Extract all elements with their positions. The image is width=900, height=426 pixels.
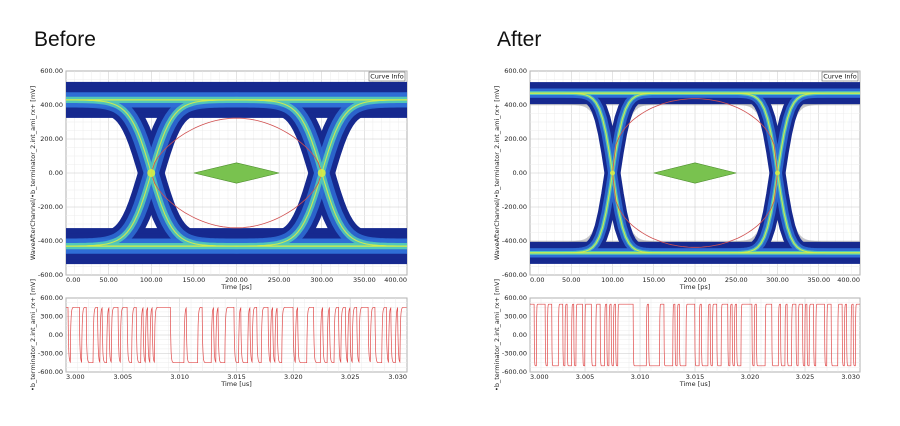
after-transient-ytick-label: 300.00 — [504, 313, 527, 321]
before-eye-ytick-label: -600.00 — [38, 271, 63, 279]
after-eye-xtick-label: 300.00 — [766, 276, 789, 284]
after-eye-chart: 0.00 50.00 100.00 150.00 200.00 250.00 300.00 3… — [493, 67, 861, 291]
after-eye-xtick-label: 200.00 — [684, 276, 707, 284]
after-eye-crossing-point — [775, 170, 780, 176]
after-transient-chart: 3.000 3.005 3.010 3.015 3.020 3.025 3.030 600.0… — [493, 279, 861, 391]
before-transient-ytick-label: 300.00 — [40, 313, 63, 321]
after-transient-xtick-label: 3.015 — [686, 373, 705, 381]
before-eye-xtick-label: 250.00 — [268, 276, 291, 284]
before-eye-transition-trace — [66, 245, 407, 247]
after-eye-y-axis-label: WaveAfterChannel/•b_terminator_2.int_ami… — [493, 86, 501, 260]
before-transient-ytick-label: 0.00 — [49, 331, 63, 339]
before-transient-xtick-label: 3.025 — [341, 373, 360, 381]
after-eye-ytick-label: -400.00 — [502, 237, 527, 245]
before-transient-ytick-label: -300.00 — [38, 350, 63, 358]
after-eye-xtick-label: 100.00 — [601, 276, 624, 284]
before-eye-x-axis-label: Time [ps] — [220, 283, 252, 291]
before-eye-crossing-point — [317, 169, 326, 177]
before-transient-traces — [66, 306, 407, 364]
before-transient-y-axis-label: •b_terminator_2.int_ami_rx+ [mV] — [29, 279, 37, 391]
before-eye-curve-info-button — [368, 71, 406, 82]
after-transient-waveform-trace — [530, 303, 860, 367]
after-eye-ytick-label: 400.00 — [504, 101, 527, 109]
after-eye-xtick-label: 50.00 — [562, 276, 581, 284]
after-eye-ytick-label: 200.00 — [504, 135, 527, 143]
after-transient-xtick-label: 3.020 — [741, 373, 760, 381]
after-eye-xtick-label: 0.00 — [530, 276, 544, 284]
before-eye-curve-info-label: Curve Info — [370, 73, 404, 81]
after-eye-curve-info-button — [821, 71, 859, 82]
after-eye-xtick-label: 350.00 — [807, 276, 830, 284]
before-eye-xtick-label: 50.00 — [99, 276, 118, 284]
before-eye-traces — [66, 81, 407, 265]
before-transient-xtick-label: 3.010 — [170, 373, 189, 381]
before-eye-eye-contour — [150, 117, 323, 174]
after-transient-ytick-label: -600.00 — [502, 368, 527, 376]
after-eye-x-axis-label: Time [ps] — [679, 283, 711, 291]
after-eye-xtick-label: 250.00 — [725, 276, 748, 284]
after-heading: After — [497, 28, 542, 51]
after-eye-traces — [530, 82, 860, 264]
after-transient-xtick-label: 3.010 — [631, 373, 650, 381]
after-transient-ytick-label: -300.00 — [502, 350, 527, 358]
before-transient-ytick-label: -600.00 — [38, 368, 63, 376]
after-transient-xtick-label: 3.005 — [576, 373, 595, 381]
before-eye-xtick-label: 400.00 — [384, 276, 407, 284]
after-transient-ytick-label: 0.00 — [513, 331, 527, 339]
before-transient-ytick-label: 600.00 — [40, 294, 63, 302]
before-eye-y-axis-label: WaveAfterChannel/•b_terminator_2.int_ami… — [29, 86, 37, 260]
before-eye-xtick-label: 350.00 — [353, 276, 376, 284]
after-eye-eye-contour — [612, 172, 778, 248]
before-eye-xtick-label: 100.00 — [140, 276, 163, 284]
after-eye-ytick-label: -600.00 — [502, 271, 527, 279]
before-transient-xtick-label: 3.005 — [114, 373, 133, 381]
after-eye-crossing-point — [610, 170, 615, 176]
before-eye-xtick-label: 150.00 — [183, 276, 206, 284]
before-eye-transition-trace — [66, 99, 407, 101]
before-eye-chart: 0.00 50.00 100.00 150.00 200.00 250.00 300.00 3… — [29, 67, 408, 291]
after-transient-y-axis-label: •b_terminator_2.int_ami_rx+ [mV] — [493, 279, 501, 391]
before-transient-xtick-label: 3.030 — [388, 373, 407, 381]
before-transient-x-axis-label: Time [us] — [220, 380, 252, 388]
after-transient-x-axis-label: Time [us] — [679, 380, 711, 388]
after-eye-ytick-label: 600.00 — [504, 67, 527, 75]
before-eye-ytick-label: 0.00 — [49, 169, 63, 177]
before-transient-xtick-label: 3.020 — [284, 373, 303, 381]
after-eye-eye-contour — [612, 98, 778, 174]
before-eye-ytick-label: -400.00 — [38, 237, 63, 245]
before-eye-xtick-label: 0.00 — [66, 276, 80, 284]
before-transient-xtick-label: 3.015 — [227, 373, 246, 381]
before-transient-xtick-label: 3.000 — [66, 373, 85, 381]
after-eye-ytick-label: -200.00 — [502, 203, 527, 211]
before-eye-ytick-label: 600.00 — [40, 67, 63, 75]
after-transient-xtick-label: 3.000 — [530, 373, 549, 381]
before-eye-ytick-label: 200.00 — [40, 135, 63, 143]
after-transient-ytick-label: 600.00 — [504, 294, 527, 302]
after-eye-transition-trace — [530, 92, 860, 94]
after-transient-xtick-label: 3.025 — [796, 373, 815, 381]
after-eye-xtick-label: 150.00 — [642, 276, 665, 284]
before-eye-eye-mask — [193, 162, 280, 184]
before-eye-xtick-label: 200.00 — [225, 276, 248, 284]
after-eye-eye-mask — [653, 162, 737, 184]
after-eye-curve-info-label: Curve Info — [823, 73, 857, 81]
before-eye-crossing-point — [147, 169, 156, 177]
after-transient-xtick-label: 3.030 — [841, 373, 860, 381]
after-eye-transition-trace — [530, 252, 860, 254]
before-transient-chart: 3.000 3.005 3.010 3.015 3.020 3.025 3.030 600.0… — [29, 279, 408, 391]
before-transient-waveform-trace — [66, 306, 407, 364]
after-eye-ytick-label: 0.00 — [513, 169, 527, 177]
before-heading: Before — [34, 28, 96, 51]
before-eye-eye-contour — [150, 172, 323, 229]
after-eye-xtick-label: 400.00 — [837, 276, 860, 284]
before-eye-ytick-label: -200.00 — [38, 203, 63, 211]
before-eye-ytick-label: 400.00 — [40, 101, 63, 109]
after-transient-traces — [530, 303, 860, 367]
before-eye-xtick-label: 300.00 — [310, 276, 333, 284]
